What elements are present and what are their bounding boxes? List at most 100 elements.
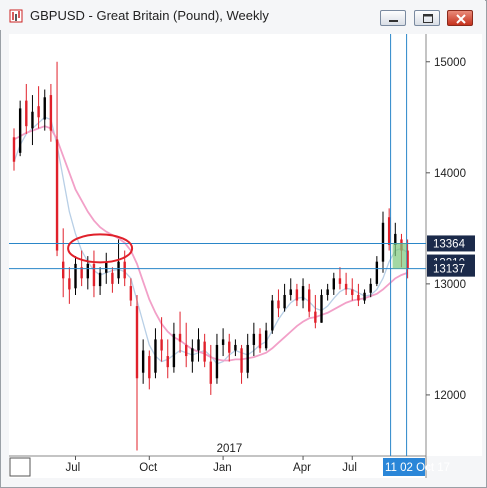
price-bar[interactable]: [148, 350, 151, 390]
price-bar[interactable]: [351, 278, 354, 301]
price-bar[interactable]: [12, 128, 16, 171]
price-bar[interactable]: [301, 278, 305, 309]
price-bar[interactable]: [37, 86, 40, 129]
restore-button[interactable]: [414, 10, 440, 26]
bar-body: [49, 95, 53, 131]
annotation-ellipse[interactable]: [67, 233, 134, 264]
price-bar[interactable]: [31, 95, 34, 146]
price-bar[interactable]: [18, 100, 22, 157]
bar-body: [129, 286, 133, 301]
price-bar[interactable]: [406, 239, 409, 279]
title-bar[interactable]: GBPUSD - Great Britain (Pound), Weekly: [0, 0, 485, 30]
price-bar[interactable]: [326, 283, 329, 301]
price-bar[interactable]: [338, 267, 342, 290]
price-bar[interactable]: [55, 61, 59, 257]
y-tick-label: 15000: [434, 57, 466, 69]
price-bar[interactable]: [141, 339, 145, 384]
price-bar[interactable]: [369, 278, 372, 298]
price-bar[interactable]: [246, 333, 249, 379]
price-bar[interactable]: [25, 83, 28, 134]
y-tick-label: 14000: [434, 168, 466, 180]
bar-body: [31, 111, 34, 129]
x-tick-label: Jul: [66, 462, 81, 474]
price-bar[interactable]: [314, 294, 317, 329]
price-bar[interactable]: [258, 328, 262, 353]
price-bar[interactable]: [111, 267, 114, 293]
price-bar[interactable]: [197, 328, 200, 362]
price-bar[interactable]: [283, 283, 286, 312]
chart-app-icon: [9, 9, 23, 23]
price-bar[interactable]: [98, 267, 102, 295]
price-bar[interactable]: [332, 272, 335, 295]
price-bar[interactable]: [221, 328, 225, 357]
close-icon: [456, 14, 466, 24]
price-bar[interactable]: [344, 272, 348, 295]
price-bar[interactable]: [203, 333, 206, 368]
bar-body: [387, 217, 391, 245]
price-bar[interactable]: [209, 344, 212, 395]
price-bar[interactable]: [178, 311, 182, 353]
price-bar[interactable]: [277, 289, 280, 318]
price-bar[interactable]: [271, 294, 274, 334]
bar-body: [301, 286, 305, 301]
price-bar[interactable]: [320, 289, 323, 323]
price-bar[interactable]: [49, 83, 53, 142]
highlight-zone[interactable]: [392, 243, 407, 269]
price-bar[interactable]: [62, 228, 65, 298]
price-bar[interactable]: [308, 283, 311, 318]
price-bar[interactable]: [252, 322, 256, 357]
price-bar[interactable]: [166, 339, 169, 379]
y-tick-label: 12000: [434, 390, 466, 402]
price-bar[interactable]: [154, 328, 157, 379]
price-bar[interactable]: [185, 322, 188, 368]
bar-body: [228, 341, 231, 353]
price-bar[interactable]: [43, 89, 46, 131]
price-bar[interactable]: [381, 211, 385, 273]
price-bar[interactable]: [74, 256, 77, 295]
price-bar[interactable]: [289, 278, 292, 301]
bar-body: [160, 339, 163, 351]
price-bar[interactable]: [117, 239, 120, 284]
bar-body: [234, 344, 237, 351]
price-bar[interactable]: [172, 322, 176, 373]
bar-body: [344, 283, 348, 290]
bar-body: [351, 289, 354, 295]
bar-body: [92, 263, 96, 287]
x-tick-label: Oct: [139, 462, 158, 474]
close-button[interactable]: [447, 10, 473, 26]
time-scroll-box[interactable]: [9, 457, 31, 477]
bar-body: [394, 233, 397, 245]
bar-body: [375, 261, 379, 284]
price-bar[interactable]: [234, 339, 237, 357]
bar-body: [283, 294, 286, 309]
bar-body: [240, 348, 243, 373]
bar-body: [117, 261, 120, 279]
bar-body: [148, 356, 151, 379]
bar-body: [123, 261, 126, 279]
price-bar[interactable]: [375, 256, 379, 287]
plot-area[interactable]: [9, 34, 426, 456]
price-bar[interactable]: [68, 267, 71, 304]
bar-body: [271, 300, 274, 331]
price-bar[interactable]: [363, 289, 366, 304]
price-bar[interactable]: [215, 333, 219, 384]
price-bar[interactable]: [240, 344, 243, 384]
price-bar[interactable]: [264, 322, 268, 351]
time-axis[interactable]: [9, 456, 426, 478]
bar-body: [338, 278, 342, 284]
minimize-button[interactable]: [380, 10, 406, 26]
price-bar[interactable]: [295, 283, 299, 307]
bar-body: [172, 333, 176, 368]
bar-body: [314, 311, 317, 323]
price-bar[interactable]: [129, 278, 133, 307]
y-tick-label: 13000: [434, 279, 466, 291]
price-tag-label: 13364: [433, 238, 466, 250]
price-bar[interactable]: [228, 333, 231, 362]
price-bar[interactable]: [135, 294, 139, 451]
price-bar[interactable]: [191, 339, 194, 373]
price-bar[interactable]: [357, 283, 360, 307]
price-tag-bg: [427, 260, 475, 277]
price-bar[interactable]: [160, 317, 163, 362]
price-bar[interactable]: [92, 250, 96, 298]
